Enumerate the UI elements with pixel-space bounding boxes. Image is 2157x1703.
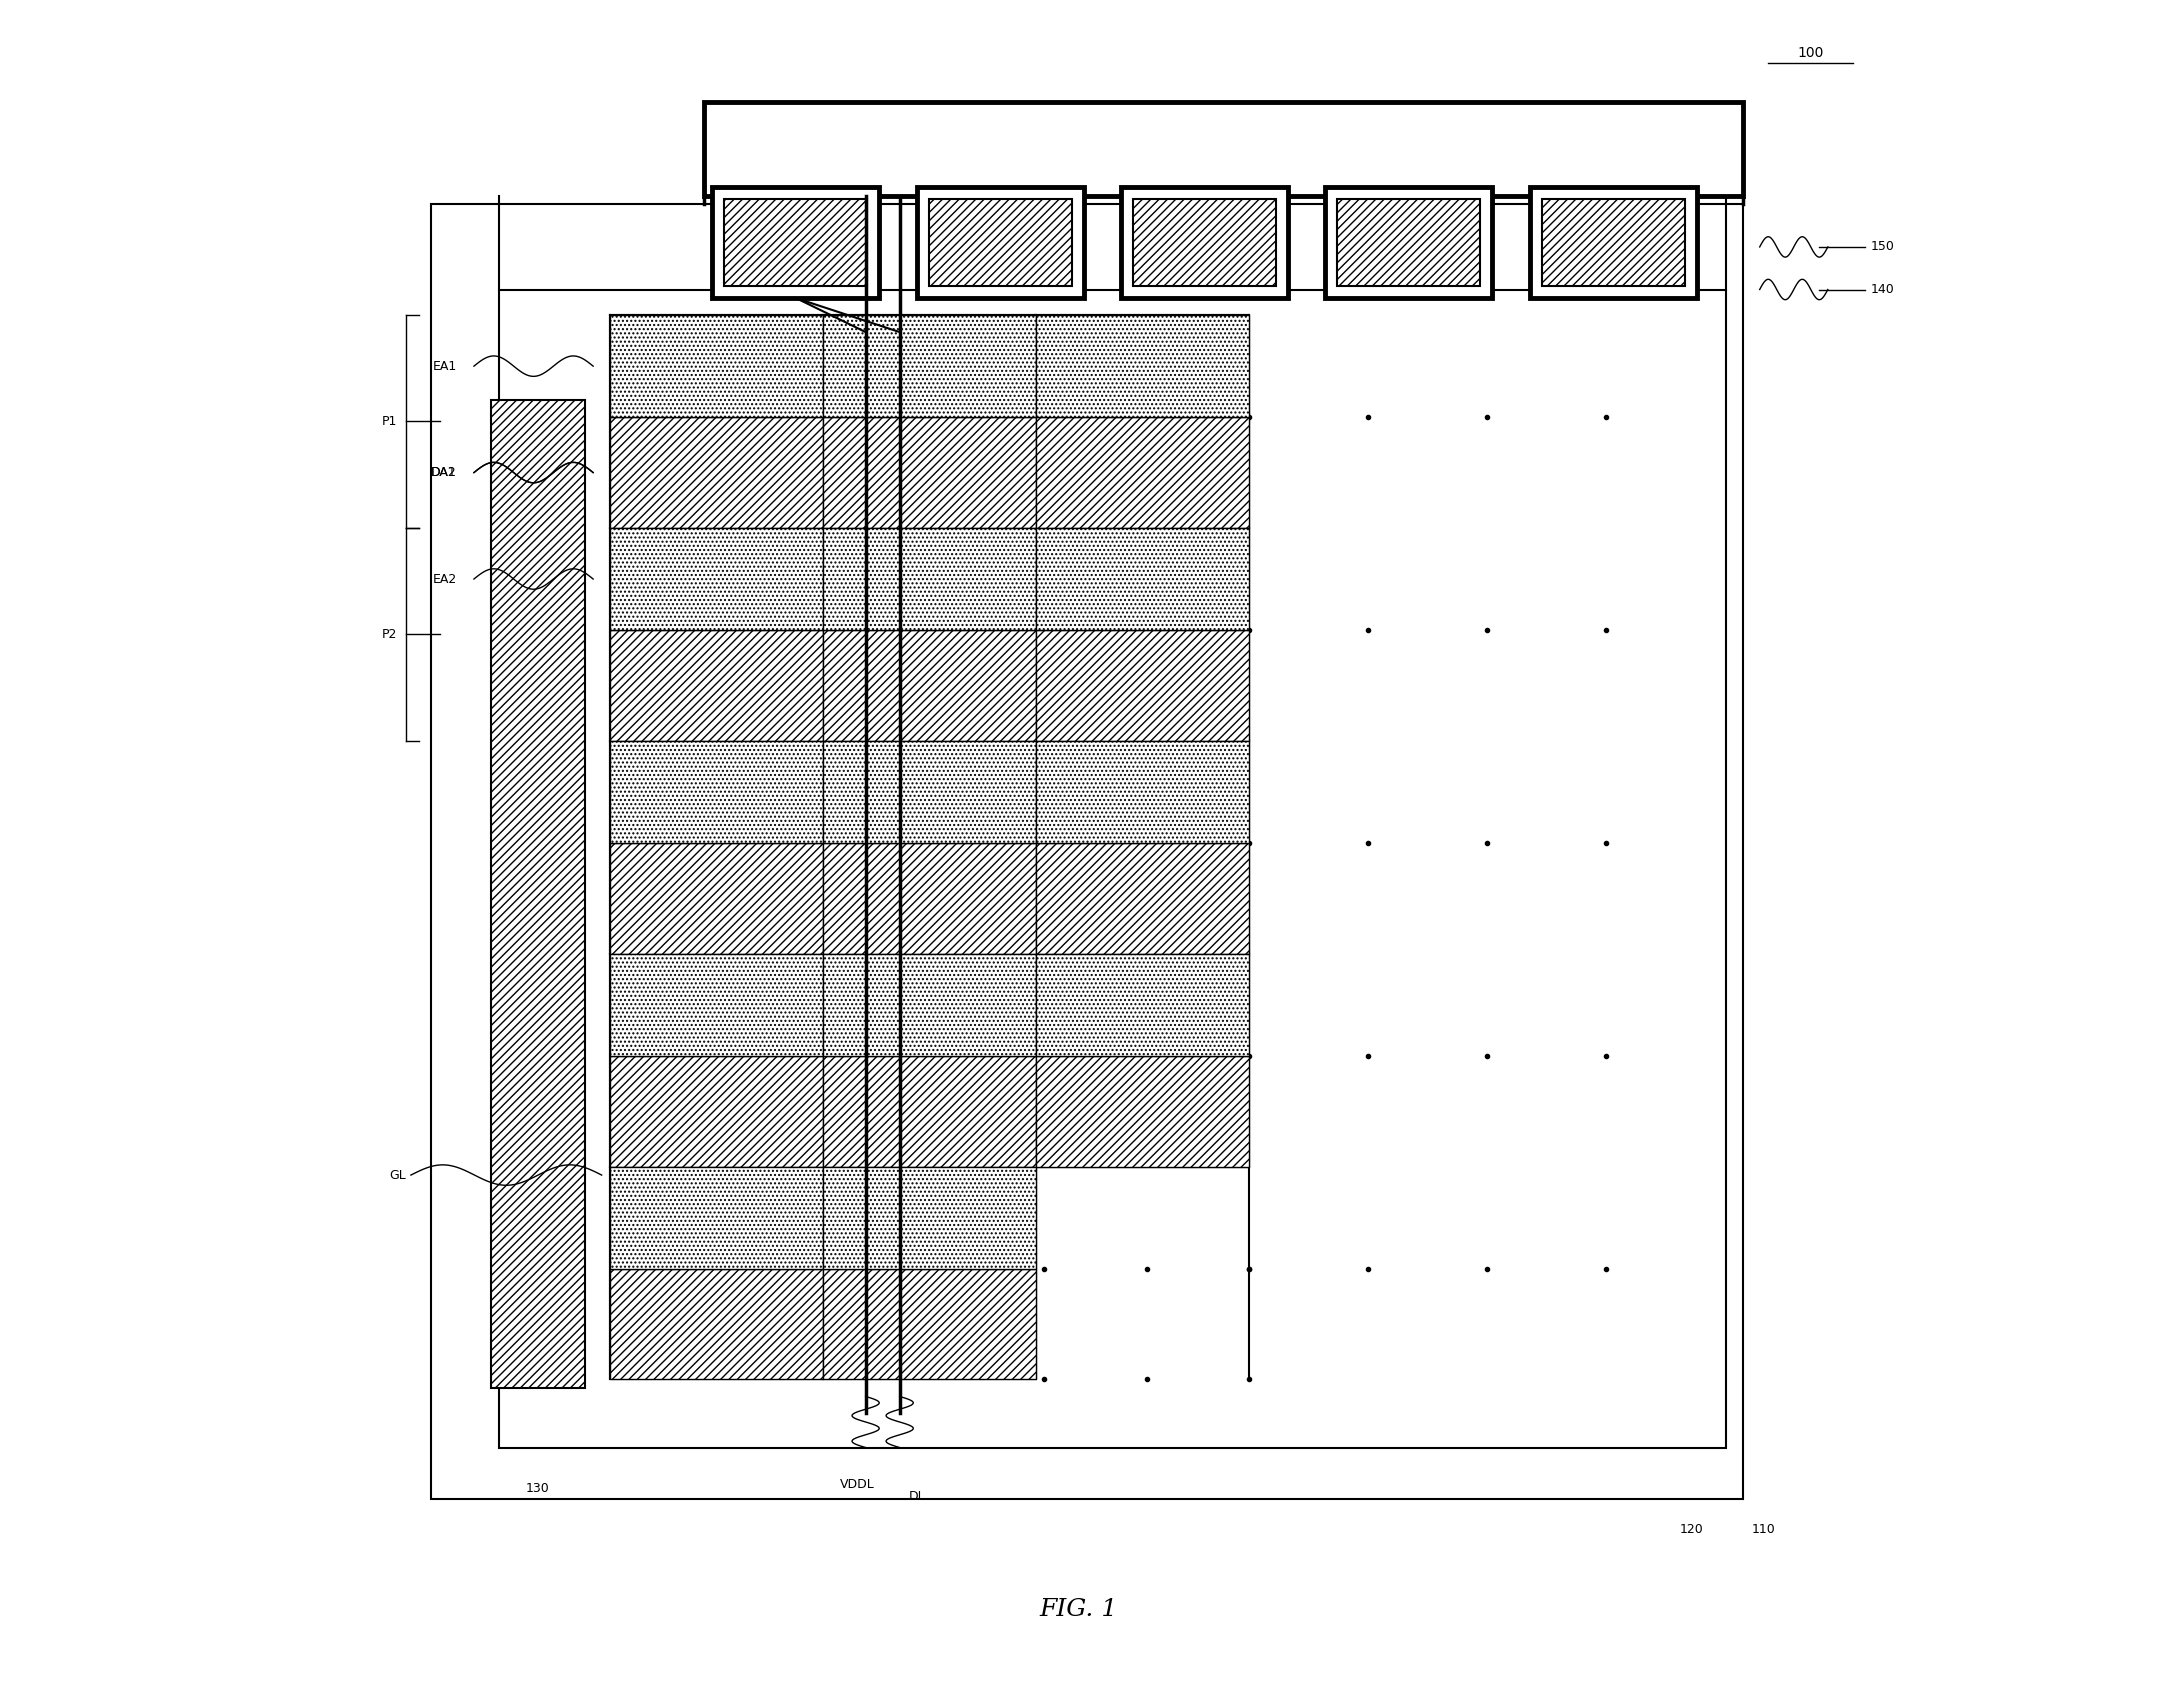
Bar <box>1035 630 1249 741</box>
Bar <box>1035 741 1249 843</box>
Bar <box>824 1167 1035 1379</box>
Text: VDDL: VDDL <box>839 1478 874 1492</box>
Bar <box>1337 199 1480 286</box>
Bar <box>610 1056 824 1167</box>
Bar <box>824 1056 1035 1167</box>
Bar <box>610 741 824 954</box>
Bar <box>610 954 824 1167</box>
Bar <box>824 954 1035 1167</box>
Bar <box>610 741 824 843</box>
Bar <box>824 843 1035 954</box>
Bar <box>712 187 880 298</box>
Bar <box>610 315 824 528</box>
Bar <box>610 528 824 741</box>
Text: 120: 120 <box>1680 1522 1704 1536</box>
Bar <box>1035 528 1249 630</box>
Bar <box>610 1269 824 1379</box>
Bar <box>610 315 824 417</box>
Bar <box>1542 199 1685 286</box>
Bar <box>500 290 1726 1448</box>
Text: P2: P2 <box>382 628 397 640</box>
Bar <box>1132 199 1277 286</box>
Bar <box>824 528 1035 630</box>
Bar <box>824 528 1035 741</box>
Bar <box>703 102 1743 196</box>
Bar <box>1035 315 1249 417</box>
Text: 140: 140 <box>1870 283 1894 296</box>
Bar <box>610 417 824 528</box>
Bar <box>1035 528 1249 741</box>
Bar <box>1035 1056 1249 1167</box>
Bar <box>610 843 824 954</box>
Bar <box>824 315 1035 528</box>
Bar <box>824 741 1035 954</box>
Text: DA2: DA2 <box>431 467 457 479</box>
Text: P1: P1 <box>382 416 397 427</box>
Bar <box>930 199 1072 286</box>
Bar <box>1035 843 1249 954</box>
Bar <box>610 1167 824 1269</box>
Text: 100: 100 <box>1797 46 1825 60</box>
Bar <box>610 1167 824 1379</box>
Bar <box>610 528 824 630</box>
Bar <box>1324 187 1493 298</box>
Bar <box>610 630 824 741</box>
Bar <box>824 1167 1035 1269</box>
Bar <box>1122 187 1288 298</box>
Bar <box>1529 187 1698 298</box>
Bar <box>1035 741 1249 954</box>
Text: EA1: EA1 <box>434 359 457 373</box>
Bar <box>725 199 867 286</box>
Bar <box>610 954 824 1056</box>
Text: EA2: EA2 <box>434 572 457 586</box>
Text: 130: 130 <box>526 1482 550 1495</box>
Text: DA1: DA1 <box>431 467 457 479</box>
Bar <box>1035 315 1249 528</box>
Bar <box>824 630 1035 741</box>
Text: 110: 110 <box>1751 1522 1775 1536</box>
Text: DL: DL <box>908 1490 925 1504</box>
Bar <box>431 204 1743 1499</box>
Bar <box>492 400 585 1388</box>
Bar <box>917 187 1083 298</box>
Bar <box>824 417 1035 528</box>
Bar <box>824 315 1035 417</box>
Text: GL: GL <box>388 1168 406 1182</box>
Text: FIG. 1: FIG. 1 <box>1040 1597 1117 1621</box>
Bar <box>824 954 1035 1056</box>
Text: 150: 150 <box>1870 240 1894 254</box>
Bar <box>824 741 1035 843</box>
Bar <box>1035 417 1249 528</box>
Bar <box>824 1269 1035 1379</box>
Bar <box>1035 954 1249 1167</box>
Bar <box>1035 954 1249 1056</box>
